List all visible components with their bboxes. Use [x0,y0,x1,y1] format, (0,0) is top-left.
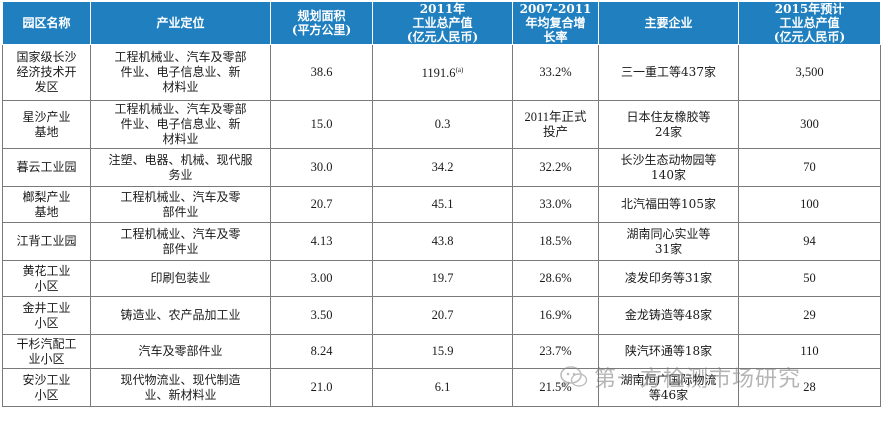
output-2011-cell: 19.7 [372,260,513,297]
table-row: 干杉汽配工 业小区 汽车及零部件业 8.24 15.9 23.7% 陕汽环通等1… [2,334,881,369]
park-name-cell: 江背工业园 [2,222,91,261]
industry-cell: 工程机械业、汽车及零 部件业 [90,222,271,261]
output-2011-cell: 45.1 [372,186,513,223]
enterprises-cell: 湖南同心实业等 31家 [598,222,739,261]
table-row: 暮云工业园 注塑、电器、机械、现代服 务业 30.0 34.2 32.2% 长沙… [2,148,881,187]
enterprises-cell: 陕汽环通等18家 [598,334,739,369]
table-row: 榔梨产业 基地 工程机械业、汽车及零 部件业 20.7 45.1 33.0% 北… [2,186,881,223]
table-row: 江背工业园 工程机械业、汽车及零 部件业 4.13 43.8 18.5% 湖南同… [2,222,881,261]
output-2011-cell: 1191.6(a) [372,44,513,101]
industry-cell: 汽车及零部件业 [90,334,271,369]
area-cell: 4.13 [270,222,373,261]
park-name-cell: 星沙产业 基地 [2,100,91,149]
area-cell: 15.0 [270,100,373,149]
area-cell: 3.50 [270,296,373,335]
header-industry-positioning: 产业定位 [90,1,271,45]
output-2015-cell: 110 [738,334,881,369]
table-row: 星沙产业 基地 工程机械业、汽车及零部 件业、电子信息业、新 材料业 15.0 … [2,100,881,149]
header-planned-area: 规划面积 (平方公里) [270,1,373,45]
cagr-cell: 2011年正式 投产 [512,100,599,149]
output-2015-cell: 3,500 [738,44,881,101]
output-2011-cell: 6.1 [372,368,513,407]
area-cell: 20.7 [270,186,373,223]
enterprises-cell: 金龙铸造等48家 [598,296,739,335]
industry-cell: 现代物流业、现代制造 业、新材料业 [90,368,271,407]
industry-cell: 印刷包装业 [90,260,271,297]
park-name-cell: 国家级长沙 经济技术开 发区 [2,44,91,101]
cagr-cell: 33.2% [512,44,599,101]
output-2011-cell: 0.3 [372,100,513,149]
enterprises-cell: 日本住友橡胶等 24家 [598,100,739,149]
cagr-cell: 28.6% [512,260,599,297]
industry-cell: 注塑、电器、机械、现代服 务业 [90,148,271,187]
cagr-cell: 32.2% [512,148,599,187]
park-name-cell: 安沙工业 小区 [2,368,91,407]
output-2011-cell: 20.7 [372,296,513,335]
output-2015-cell: 28 [738,368,881,407]
footnote-mark: (a) [455,66,464,75]
output-2015-cell: 100 [738,186,881,223]
output-2015-cell: 300 [738,100,881,149]
park-name-cell: 金井工业 小区 [2,296,91,335]
cagr-cell: 21.5% [512,368,599,407]
area-cell: 8.24 [270,334,373,369]
header-2015-output: 2015年预计 工业总产值 (亿元人民币) [738,1,881,45]
output-2015-cell: 50 [738,260,881,297]
table-header-row: 园区名称 产业定位 规划面积 (平方公里) 2011年 工业总产值 (亿元人民币… [2,1,881,45]
enterprises-cell: 北汽福田等105家 [598,186,739,223]
output-2015-cell: 94 [738,222,881,261]
table-row: 黄花工业 小区 印刷包装业 3.00 19.7 28.6% 凌发印务等31家 5… [2,260,881,297]
area-cell: 38.6 [270,44,373,101]
output-2015-cell: 29 [738,296,881,335]
park-name-cell: 榔梨产业 基地 [2,186,91,223]
header-cagr: 2007-2011 年均复合增 长率 [512,1,599,45]
enterprises-cell: 凌发印务等31家 [598,260,739,297]
output-2011-cell: 43.8 [372,222,513,261]
area-cell: 21.0 [270,368,373,407]
cagr-cell: 33.0% [512,186,599,223]
industry-cell: 工程机械业、汽车及零部 件业、电子信息业、新 材料业 [90,44,271,101]
cagr-cell: 18.5% [512,222,599,261]
industrial-parks-table: 园区名称 产业定位 规划面积 (平方公里) 2011年 工业总产值 (亿元人民币… [2,1,881,407]
header-main-enterprises: 主要企业 [598,1,739,45]
cagr-cell: 16.9% [512,296,599,335]
industry-cell: 工程机械业、汽车及零部 件业、电子信息业、新 材料业 [90,100,271,149]
park-name-cell: 暮云工业园 [2,148,91,187]
cagr-cell: 23.7% [512,334,599,369]
output-2011-cell: 15.9 [372,334,513,369]
table-row: 国家级长沙 经济技术开 发区 工程机械业、汽车及零部 件业、电子信息业、新 材料… [2,44,881,101]
area-cell: 30.0 [270,148,373,187]
table-row: 金井工业 小区 铸造业、农产品加工业 3.50 20.7 16.9% 金龙铸造等… [2,296,881,335]
output-2011-cell: 34.2 [372,148,513,187]
park-name-cell: 干杉汽配工 业小区 [2,334,91,369]
industry-cell: 铸造业、农产品加工业 [90,296,271,335]
park-name-cell: 黄花工业 小区 [2,260,91,297]
header-park-name: 园区名称 [2,1,91,45]
enterprises-cell: 湖南恒广国际物流 等46家 [598,368,739,407]
area-cell: 3.00 [270,260,373,297]
header-2011-output: 2011年 工业总产值 (亿元人民币) [372,1,513,45]
industry-cell: 工程机械业、汽车及零 部件业 [90,186,271,223]
output-2015-cell: 70 [738,148,881,187]
enterprises-cell: 三一重工等437家 [598,44,739,101]
enterprises-cell: 长沙生态动物园等 140家 [598,148,739,187]
output-2011-value: 1191.6 [421,66,456,81]
table-row: 安沙工业 小区 现代物流业、现代制造 业、新材料业 21.0 6.1 21.5%… [2,368,881,407]
